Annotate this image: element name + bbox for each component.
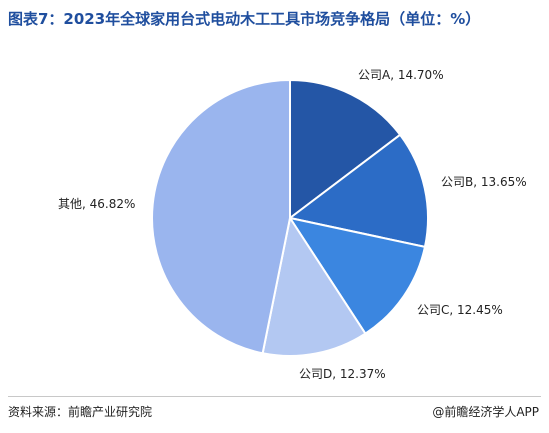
footer-divider [8, 396, 541, 397]
source-note: 资料来源：前瞻产业研究院 [8, 405, 153, 419]
pie-slice-label-5: 其他, 46.82% [58, 197, 135, 211]
pie-slice-label-1: 公司A, 14.70% [358, 68, 444, 82]
pie-slice-3 [287, 216, 427, 335]
pie-labels: 公司A, 14.70% 公司B, 13.65% 公司C, 12.45% 公司D, 12… [58, 68, 527, 381]
pie-slice-1 [289, 78, 402, 221]
pie-slice-label-4: 公司D, 12.37% [299, 367, 386, 381]
credit-note: @前瞻经济学人APP [432, 405, 539, 419]
chart-title: 图表7：2023年全球家用台式电动木工工具市场竞争格局（单位：%） [8, 10, 481, 28]
pie-slice-label-2: 公司B, 13.65% [441, 175, 527, 189]
pie-slice-2 [287, 133, 429, 249]
pie-slice-5 [151, 78, 291, 355]
pie-slice-label-3: 公司C, 12.45% [417, 303, 503, 317]
pie-slices [151, 78, 429, 357]
pie-slice-4 [261, 215, 367, 357]
